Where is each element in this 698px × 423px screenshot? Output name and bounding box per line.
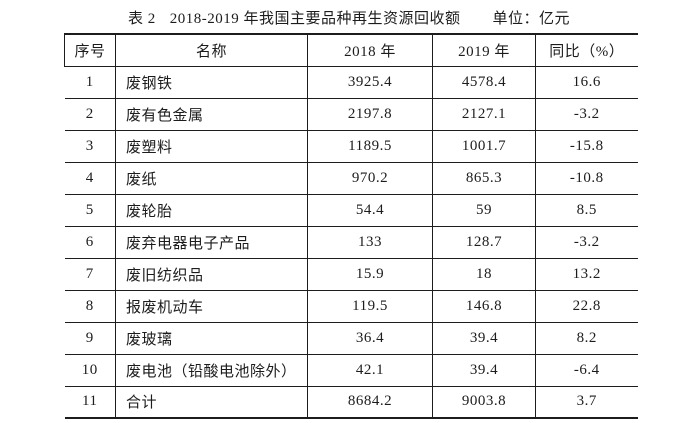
cell-2019: 4578.4 <box>432 66 536 99</box>
cell-2018: 54.4 <box>307 194 433 227</box>
cell-name: 废轮胎 <box>115 194 308 227</box>
table-row: 9 废玻璃 36.4 39.4 8.2 <box>64 322 638 355</box>
recycled-resources-table: 序号 名称 2018 年 2019 年 同比（%） 1 废钢铁 3925.4 4… <box>64 33 638 419</box>
cell-2019: 2127.1 <box>432 98 536 131</box>
column-header-yoy: 同比（%） <box>535 34 638 67</box>
cell-2018: 1189.5 <box>307 130 433 163</box>
cell-name: 废旧纺织品 <box>115 258 308 291</box>
cell-yoy: 22.8 <box>535 290 638 323</box>
table-row: 10 废电池（铅酸电池除外） 42.1 39.4 -6.4 <box>64 354 638 387</box>
cell-no: 2 <box>64 98 116 131</box>
table-row: 2 废有色金属 2197.8 2127.1 -3.2 <box>64 98 638 131</box>
cell-yoy: -10.8 <box>535 162 638 195</box>
cell-2019: 865.3 <box>432 162 536 195</box>
cell-yoy: -15.8 <box>535 130 638 163</box>
table-row: 5 废轮胎 54.4 59 8.5 <box>64 194 638 227</box>
table-caption-unit: 单位：亿元 <box>492 11 571 27</box>
cell-2019: 18 <box>432 258 536 291</box>
table-caption: 表 2 2018-2019 年我国主要品种再生资源回收额 单位：亿元 <box>0 7 698 28</box>
cell-no: 10 <box>64 354 116 387</box>
cell-yoy: 13.2 <box>535 258 638 291</box>
cell-2018: 36.4 <box>307 322 433 355</box>
cell-2018: 133 <box>307 226 433 259</box>
table-row: 6 废弃电器电子产品 133 128.7 -3.2 <box>64 226 638 259</box>
cell-yoy: 8.5 <box>535 194 638 227</box>
cell-2018: 3925.4 <box>307 66 433 99</box>
cell-no: 11 <box>64 386 116 419</box>
cell-no: 6 <box>64 226 116 259</box>
cell-name: 废弃电器电子产品 <box>115 226 308 259</box>
cell-name: 废钢铁 <box>115 66 308 99</box>
table-row: 1 废钢铁 3925.4 4578.4 16.6 <box>64 66 638 99</box>
table-row: 7 废旧纺织品 15.9 18 13.2 <box>64 258 638 291</box>
cell-name: 废纸 <box>115 162 308 195</box>
cell-2019: 1001.7 <box>432 130 536 163</box>
column-header-2018: 2018 年 <box>307 34 433 67</box>
table-header: 序号 名称 2018 年 2019 年 同比（%） <box>64 34 638 67</box>
table-caption-label: 表 2 <box>127 11 156 27</box>
cell-2019: 59 <box>432 194 536 227</box>
table-row-total: 11 合计 8684.2 9003.8 3.7 <box>64 386 638 419</box>
cell-name: 废塑料 <box>115 130 308 163</box>
cell-yoy: -3.2 <box>535 98 638 131</box>
table-row: 4 废纸 970.2 865.3 -10.8 <box>64 162 638 195</box>
cell-yoy: -3.2 <box>535 226 638 259</box>
header-row: 序号 名称 2018 年 2019 年 同比（%） <box>64 34 638 67</box>
table-body: 1 废钢铁 3925.4 4578.4 16.6 2 废有色金属 2197.8 … <box>64 66 638 419</box>
cell-2018: 119.5 <box>307 290 433 323</box>
cell-no: 4 <box>64 162 116 195</box>
cell-yoy: 8.2 <box>535 322 638 355</box>
cell-yoy: 3.7 <box>535 386 638 419</box>
column-header-2019: 2019 年 <box>432 34 536 67</box>
cell-2019: 39.4 <box>432 322 536 355</box>
cell-2018: 15.9 <box>307 258 433 291</box>
table-row: 3 废塑料 1189.5 1001.7 -15.8 <box>64 130 638 163</box>
cell-no: 1 <box>64 66 116 99</box>
cell-2019: 146.8 <box>432 290 536 323</box>
cell-name: 报废机动车 <box>115 290 308 323</box>
cell-yoy: -6.4 <box>535 354 638 387</box>
cell-yoy: 16.6 <box>535 66 638 99</box>
table-row: 8 报废机动车 119.5 146.8 22.8 <box>64 290 638 323</box>
cell-2018: 2197.8 <box>307 98 433 131</box>
cell-2018: 970.2 <box>307 162 433 195</box>
cell-2019: 128.7 <box>432 226 536 259</box>
cell-no: 3 <box>64 130 116 163</box>
cell-2018: 8684.2 <box>307 386 433 419</box>
cell-name: 废有色金属 <box>115 98 308 131</box>
cell-no: 5 <box>64 194 116 227</box>
cell-2019: 39.4 <box>432 354 536 387</box>
cell-name: 废玻璃 <box>115 322 308 355</box>
cell-2019: 9003.8 <box>432 386 536 419</box>
cell-no: 9 <box>64 322 116 355</box>
table-caption-title: 2018-2019 年我国主要品种再生资源回收额 <box>169 11 461 27</box>
cell-name: 合计 <box>115 386 308 419</box>
column-header-name: 名称 <box>115 34 308 67</box>
cell-2018: 42.1 <box>307 354 433 387</box>
cell-no: 8 <box>64 290 116 323</box>
column-header-no: 序号 <box>64 34 116 67</box>
cell-no: 7 <box>64 258 116 291</box>
cell-name: 废电池（铅酸电池除外） <box>115 354 308 387</box>
